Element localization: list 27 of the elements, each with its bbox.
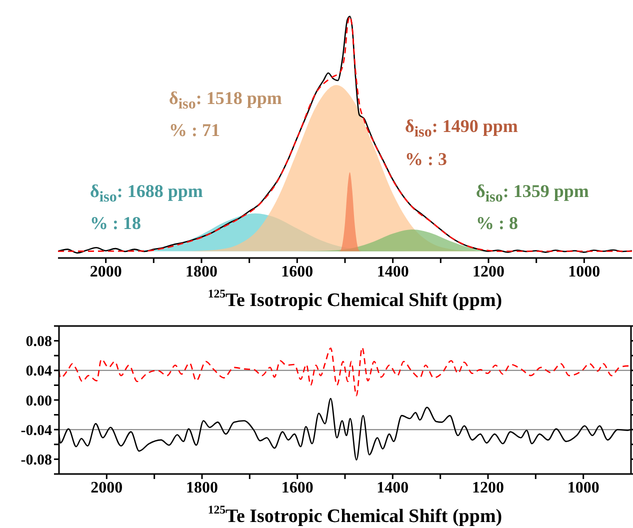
x-tick-label: 2000 — [90, 263, 122, 280]
x-tick-label: 1400 — [376, 263, 409, 280]
annotation: δ$_{iso}$: 1359 ppm — [476, 180, 589, 208]
annotation: % : 8 — [476, 212, 518, 235]
annotation: δ$_{iso}$: 1518 ppm — [169, 87, 282, 115]
x-tick-label: 1200 — [472, 479, 504, 496]
annotation: % : 18 — [90, 212, 141, 235]
y-tick-label: -0.08 — [20, 452, 52, 469]
x-tick-label: 1000 — [567, 479, 600, 496]
y-tick-label: 0.00 — [26, 393, 52, 410]
x-tick-label: 1000 — [568, 263, 600, 280]
annotation: δ$_{iso}$: 1490 ppm — [405, 115, 518, 143]
x-tick-label: 1800 — [186, 263, 218, 280]
x-axis-title: $^{125}$Te Isotropic Chemical Shift (ppm) — [208, 503, 502, 527]
y-tick-label: 0.08 — [26, 334, 52, 350]
x-tick-label: 1600 — [281, 479, 314, 496]
x-tick-label: 1400 — [376, 479, 409, 496]
y-tick-label: 0.04 — [26, 364, 52, 380]
x-tick-label: 2000 — [90, 479, 123, 496]
x-axis-title: $^{125}$Te Isotropic Chemical Shift (ppm) — [208, 287, 502, 311]
x-tick-label: 1800 — [186, 479, 218, 496]
x-tick-label: 1200 — [472, 263, 504, 280]
annotation: δ$_{iso}$: 1688 ppm — [90, 180, 203, 208]
y-tick-label: -0.04 — [20, 422, 52, 439]
annotation: % : 71 — [169, 119, 220, 142]
annotation: % : 3 — [405, 148, 447, 171]
x-tick-label: 1600 — [281, 263, 314, 280]
